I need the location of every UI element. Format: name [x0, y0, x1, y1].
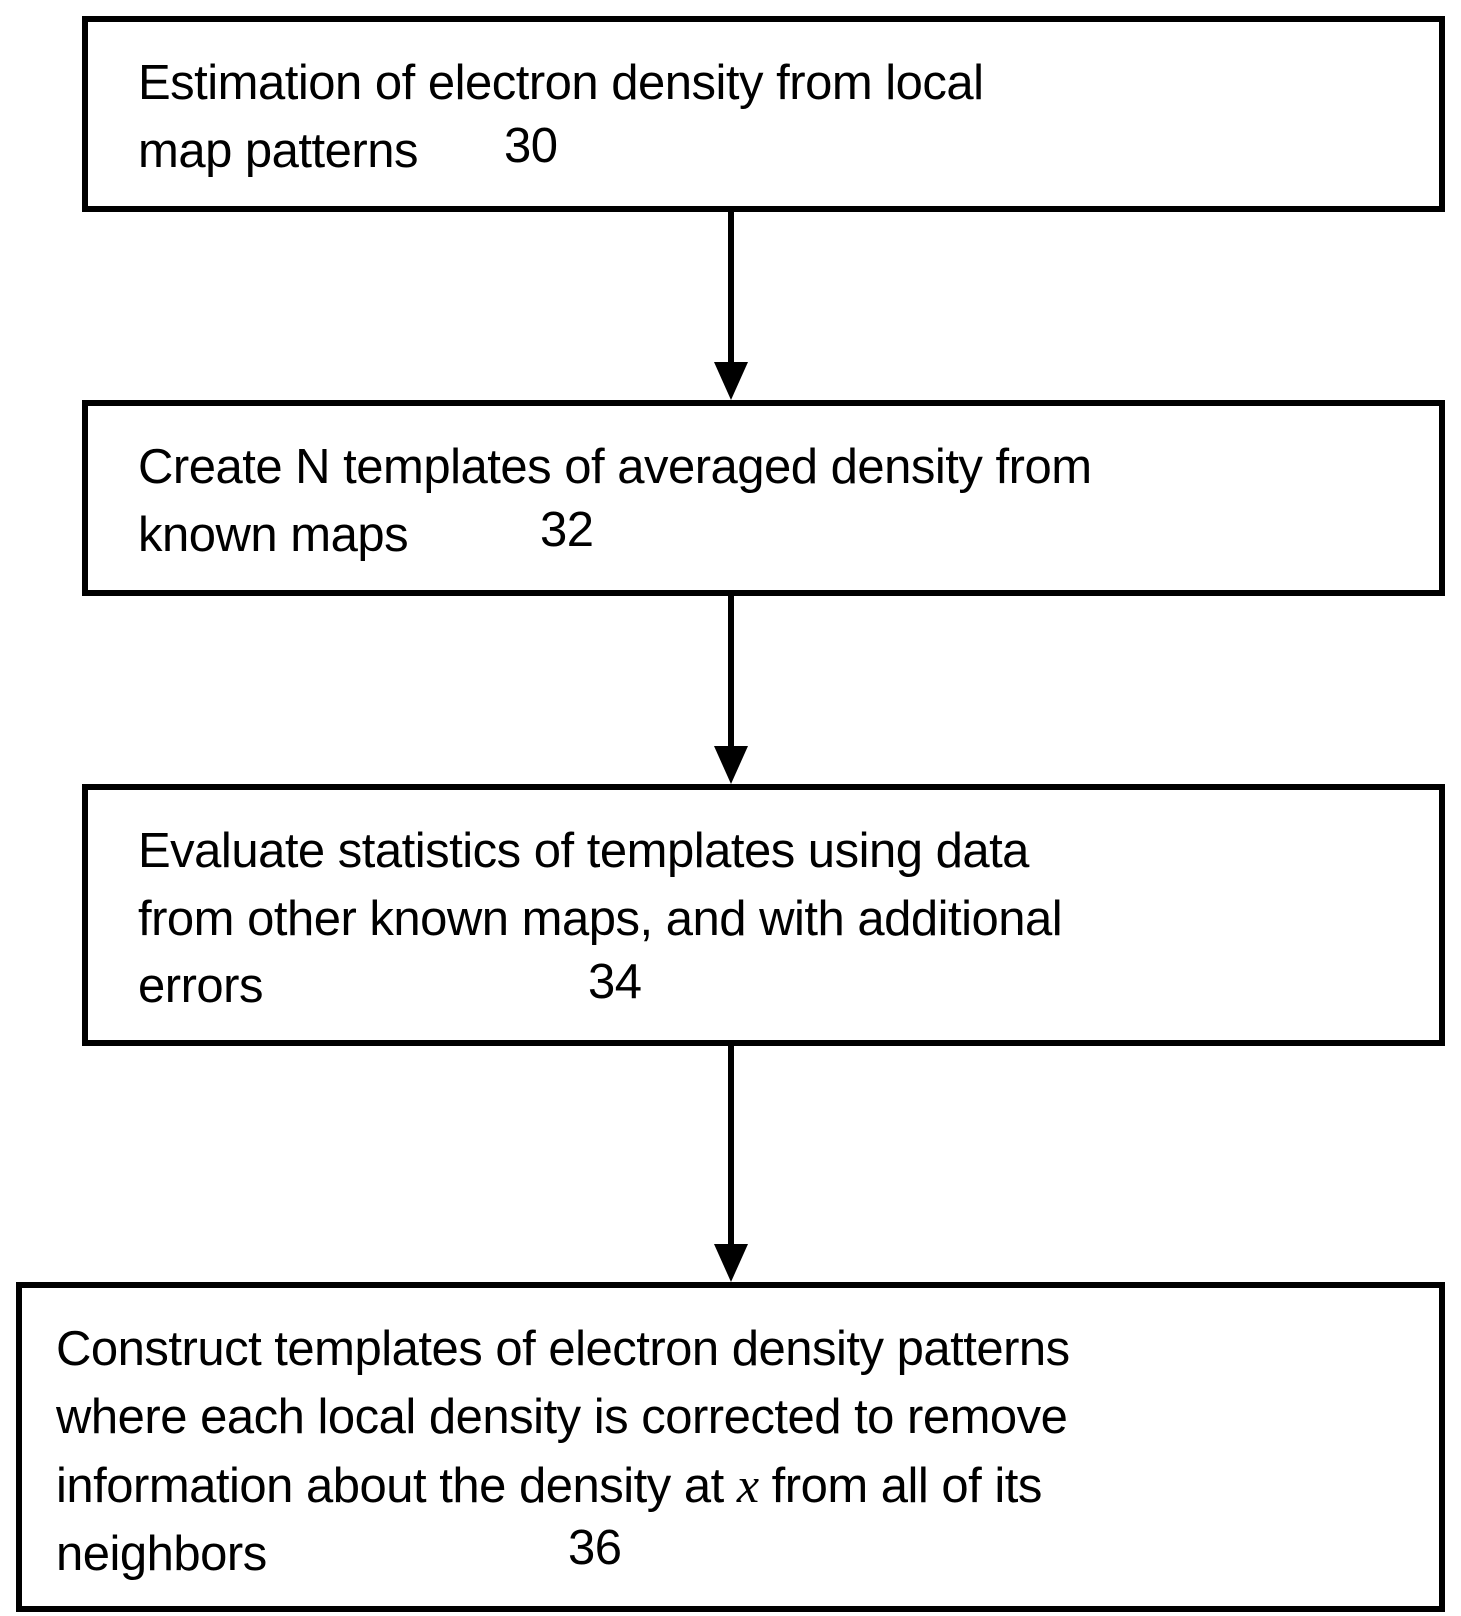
- flowchart-node-30-text: Estimation of electron density from loca…: [138, 50, 984, 185]
- arrow-30-to-32-head: [714, 362, 748, 400]
- arrow-34-to-36-line: [728, 1046, 734, 1244]
- arrow-32-to-34-line: [728, 596, 734, 746]
- flowchart-node-32-number: 32: [540, 502, 594, 558]
- italic-x: x: [737, 1457, 759, 1513]
- flowchart-node-36-number: 36: [568, 1520, 622, 1576]
- arrow-32-to-34-head: [714, 746, 748, 784]
- arrow-30-to-32-line: [728, 212, 734, 362]
- arrow-34-to-36-head: [714, 1244, 748, 1282]
- flowchart-node-36-text: Construct templates of electron density …: [56, 1316, 1070, 1588]
- flowchart-canvas: Estimation of electron density from loca…: [0, 0, 1461, 1616]
- flowchart-node-30-number: 30: [504, 118, 558, 174]
- flowchart-node-34-number: 34: [588, 954, 642, 1010]
- flowchart-node-32-text: Create N templates of averaged density f…: [138, 434, 1092, 569]
